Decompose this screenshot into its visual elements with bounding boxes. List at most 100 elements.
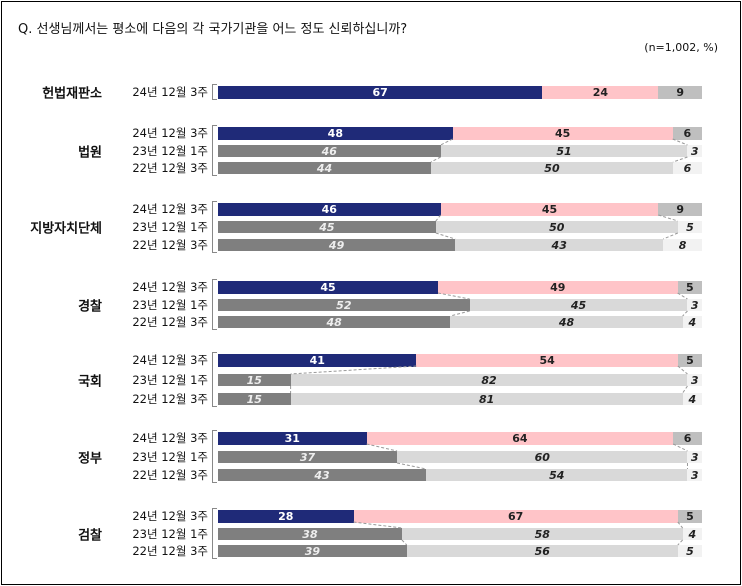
trust-segment: 52 <box>218 299 470 312</box>
group-bracket <box>212 508 217 559</box>
unknown-segment: 6 <box>672 126 702 140</box>
trust-segment: 67 <box>218 85 543 99</box>
trust-segment: 46 <box>218 202 441 216</box>
unknown-segment: 3 <box>687 469 702 482</box>
distrust-segment: 67 <box>353 509 678 523</box>
group-bracket <box>212 430 217 483</box>
group-bracket <box>212 125 217 176</box>
distrust-segment: 54 <box>416 353 678 367</box>
group-bracket <box>212 352 217 407</box>
connector-line <box>658 214 678 222</box>
distrust-segment: 49 <box>438 280 678 294</box>
trust-segment: 37 <box>218 451 398 464</box>
unknown-segment: 4 <box>682 528 702 541</box>
distrust-segment: 81 <box>290 393 683 406</box>
period-label: 24년 12월 3주 <box>132 126 208 140</box>
distrust-segment: 45 <box>440 202 659 216</box>
unknown-segment: 5 <box>677 280 702 294</box>
period-label: 24년 12월 3주 <box>132 202 208 216</box>
trust-segment: 28 <box>218 509 354 523</box>
period-label: 22년 12월 3주 <box>132 315 208 329</box>
unknown-segment: 3 <box>687 374 702 387</box>
trust-segment: 48 <box>218 316 451 329</box>
group-bracket <box>212 84 217 100</box>
trust-segment: 39 <box>218 545 407 558</box>
distrust-segment: 43 <box>455 239 664 252</box>
period-label: 23년 12월 1주 <box>132 450 208 464</box>
period-label: 22년 12월 3주 <box>132 238 208 252</box>
group-label: 검찰 <box>78 528 102 543</box>
distrust-segment: 50 <box>430 162 673 175</box>
period-label: 24년 12월 3주 <box>132 280 208 294</box>
connector-line <box>437 292 470 300</box>
unknown-segment: 5 <box>677 545 702 558</box>
unknown-segment: 6 <box>672 162 702 175</box>
unknown-segment: 4 <box>682 393 702 406</box>
connector-line <box>353 521 402 529</box>
connector-line <box>677 539 683 546</box>
distrust-segment: 54 <box>426 469 688 482</box>
unknown-segment: 5 <box>677 509 702 523</box>
connector-line <box>682 385 688 394</box>
connector-line <box>672 138 688 146</box>
period-label: 22년 12월 3주 <box>132 161 208 175</box>
connector-line <box>673 443 688 452</box>
unknown-segment: 4 <box>682 316 702 329</box>
period-label: 24년 12월 3주 <box>132 509 208 523</box>
trust-segment: 31 <box>218 431 367 445</box>
trust-segment: 49 <box>218 239 456 252</box>
distrust-segment: 60 <box>397 451 688 464</box>
group-label: 정부 <box>78 451 102 466</box>
connector-line <box>435 214 442 222</box>
unknown-segment: 3 <box>687 299 702 312</box>
trust-segment: 43 <box>218 469 427 482</box>
unknown-segment: 3 <box>687 451 702 464</box>
group-label: 경찰 <box>78 299 102 314</box>
connector-line <box>430 156 441 163</box>
trust-segment: 38 <box>218 528 402 541</box>
trust-segment: 45 <box>218 280 438 294</box>
group-label: 지방자치단체 <box>30 221 102 237</box>
distrust-segment: 64 <box>366 431 674 445</box>
connector-line <box>682 310 688 317</box>
trust-segment: 15 <box>218 374 291 387</box>
unknown-segment: 3 <box>687 145 702 158</box>
period-label: 23년 12월 1주 <box>132 373 208 387</box>
connector-line <box>435 232 456 240</box>
connector-line <box>440 138 453 146</box>
period-label: 23년 12월 1주 <box>132 527 208 541</box>
distrust-segment: 24 <box>542 85 659 99</box>
connector-line <box>677 521 684 529</box>
distrust-segment: 50 <box>435 221 678 234</box>
period-label: 23년 12월 1주 <box>132 298 208 312</box>
unknown-segment: 5 <box>677 221 702 234</box>
unknown-segment: 9 <box>658 202 702 216</box>
unknown-segment: 6 <box>673 431 702 445</box>
period-label: 24년 12월 3주 <box>132 431 208 445</box>
group-bracket <box>212 279 217 330</box>
connector-line <box>366 443 398 452</box>
period-label: 24년 12월 3주 <box>132 85 208 99</box>
trust-segment: 45 <box>218 221 436 234</box>
chart-title: Q. 선생님께서는 평소에 다음의 각 국가기관을 어느 정도 신뢰하십니까? <box>18 22 408 37</box>
sample-note: (n=1,002, %) <box>644 41 718 54</box>
distrust-segment: 58 <box>401 528 683 541</box>
distrust-segment: 51 <box>440 145 688 158</box>
period-label: 22년 12월 3주 <box>132 544 208 558</box>
trust-segment: 15 <box>218 393 291 406</box>
trust-segment: 46 <box>218 145 441 158</box>
connector-line <box>401 539 408 546</box>
trust-segment: 48 <box>218 126 453 140</box>
connector-line <box>677 292 688 300</box>
group-label: 국회 <box>78 374 102 389</box>
unknown-segment: 8 <box>663 239 702 252</box>
period-label: 24년 12월 3주 <box>132 353 208 367</box>
connector-line <box>672 156 688 163</box>
connector-line <box>663 232 678 240</box>
trust-segment: 44 <box>218 162 431 175</box>
group-label: 법원 <box>78 145 102 160</box>
period-label: 23년 12월 1주 <box>132 144 208 158</box>
group-label: 헌법재판소 <box>42 86 102 102</box>
distrust-segment: 82 <box>290 374 688 387</box>
